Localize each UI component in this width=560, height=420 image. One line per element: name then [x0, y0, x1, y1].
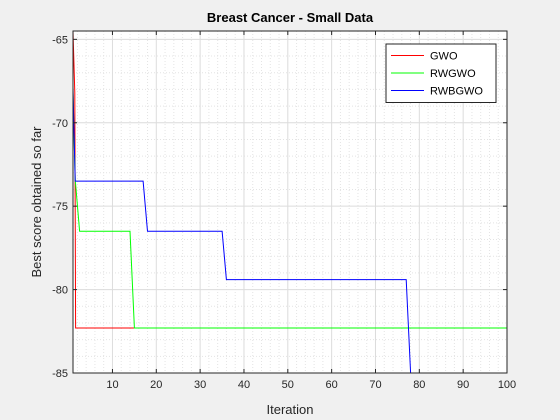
x-tick-label: 100 — [498, 379, 516, 391]
y-tick-label: -85 — [52, 368, 68, 380]
series-lines — [72, 30, 507, 374]
x-tick-label: 90 — [457, 379, 469, 391]
legend-label-rwbgwo: RWBGWO — [430, 86, 483, 98]
x-tick-label: 70 — [369, 379, 381, 391]
x-tick-label: 20 — [150, 379, 162, 391]
x-tick-label: 40 — [238, 379, 250, 391]
series-line-gwo — [72, 30, 135, 329]
plot-frame — [72, 30, 508, 374]
x-tick-label: 50 — [282, 379, 294, 391]
x-tick-label: 60 — [326, 379, 338, 391]
ticks: 10 20 30 40 50 60 70 80 90 100 -85 -80 -75 -70 -65 — [52, 31, 516, 391]
y-tick-label: -80 — [52, 285, 68, 297]
x-axis-label: Iteration — [267, 402, 314, 417]
x-tick-label: 80 — [413, 379, 425, 391]
legend-label-gwo: GWO — [430, 51, 458, 63]
x-tick-label: 30 — [194, 379, 206, 391]
chart-title: Breast Cancer - Small Data — [207, 10, 374, 25]
legend: GWO RWGWO RWBGWO — [385, 43, 497, 103]
x-tick-label: 10 — [106, 379, 118, 391]
legend-label-rwgwo: RWGWO — [430, 68, 476, 80]
y-axis-label: Best score obtained so far — [29, 126, 44, 278]
y-tick-label: -70 — [52, 118, 68, 130]
y-tick-label: -75 — [52, 201, 68, 213]
y-tick-label: -65 — [52, 34, 68, 46]
grid — [73, 31, 508, 374]
series-line-rwbgwo — [72, 87, 507, 374]
